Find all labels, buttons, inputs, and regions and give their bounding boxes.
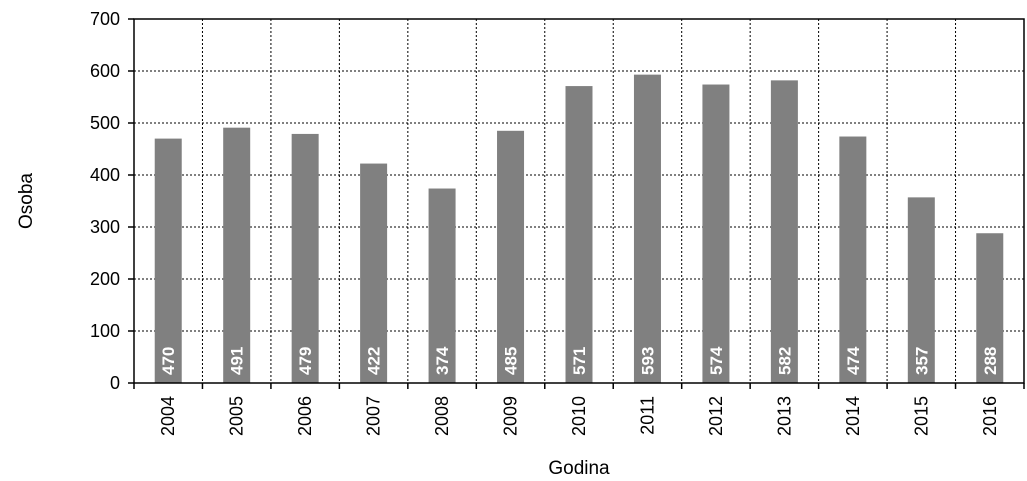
x-axis-title: Godina	[548, 458, 610, 479]
plot-area-frame	[133, 18, 1025, 384]
data-label: 593	[638, 347, 657, 375]
y-tick-label: 400	[90, 165, 120, 185]
data-label: 479	[296, 347, 315, 375]
bar-2006	[291, 133, 319, 383]
data-label: 422	[365, 347, 384, 375]
x-tick-label: 2014	[843, 396, 863, 436]
x-tick-label: 2008	[432, 396, 452, 436]
bars-group	[154, 74, 1004, 384]
data-label: 474	[844, 346, 863, 375]
y-tick-label: 100	[90, 321, 120, 341]
x-tick-label: 2006	[295, 396, 315, 436]
bar-2010	[565, 86, 593, 383]
x-tick-label: 2010	[569, 396, 589, 436]
bar-2014	[839, 136, 867, 383]
data-label: 357	[912, 347, 931, 375]
data-label: 571	[570, 347, 589, 375]
data-label: 374	[433, 346, 452, 375]
bar-2008	[428, 188, 456, 383]
x-tick-label: 2009	[501, 396, 521, 436]
data-label: 491	[228, 347, 247, 375]
x-tick-label: 2005	[227, 396, 247, 436]
bar-2016	[976, 233, 1004, 383]
y-tick-label: 200	[90, 269, 120, 289]
y-axis-ticks: 0 100 200 300 400 500 600 700	[90, 9, 134, 393]
bar-2009	[497, 130, 525, 383]
y-tick-label: 600	[90, 61, 120, 81]
x-tick-label: 2016	[980, 396, 1000, 436]
y-tick-label: 0	[110, 373, 120, 393]
x-tick-label: 2011	[637, 396, 657, 435]
x-tick-label: 2012	[706, 396, 726, 436]
x-tick-label: 2015	[911, 396, 931, 436]
x-tick-label: 2007	[364, 396, 384, 436]
bar-2005	[223, 127, 251, 384]
data-labels-group: 470 491 479 422 374 485 571 593 574 582 474 357 288	[159, 346, 1000, 375]
y-tick-label: 500	[90, 113, 120, 133]
data-label: 485	[502, 347, 521, 375]
data-label: 582	[775, 347, 794, 375]
bar-2013	[770, 80, 798, 384]
data-label: 574	[707, 346, 726, 375]
bar-2015	[907, 197, 935, 383]
x-tick-label: 2004	[158, 396, 178, 436]
bar-2011	[633, 74, 661, 383]
bar-2007	[360, 163, 388, 383]
data-label: 288	[981, 347, 1000, 375]
bar-2004	[154, 138, 182, 383]
data-label: 470	[159, 347, 178, 375]
x-axis-ticks: 2004 2005 2006 2007 2008 2009 2010 2011 2012 2013…	[133, 383, 1025, 436]
y-tick-label: 700	[90, 9, 120, 29]
bar-2012	[702, 84, 730, 384]
y-axis-title: Osoba	[16, 173, 37, 229]
y-tick-label: 300	[90, 217, 120, 237]
x-tick-label: 2013	[774, 396, 794, 436]
